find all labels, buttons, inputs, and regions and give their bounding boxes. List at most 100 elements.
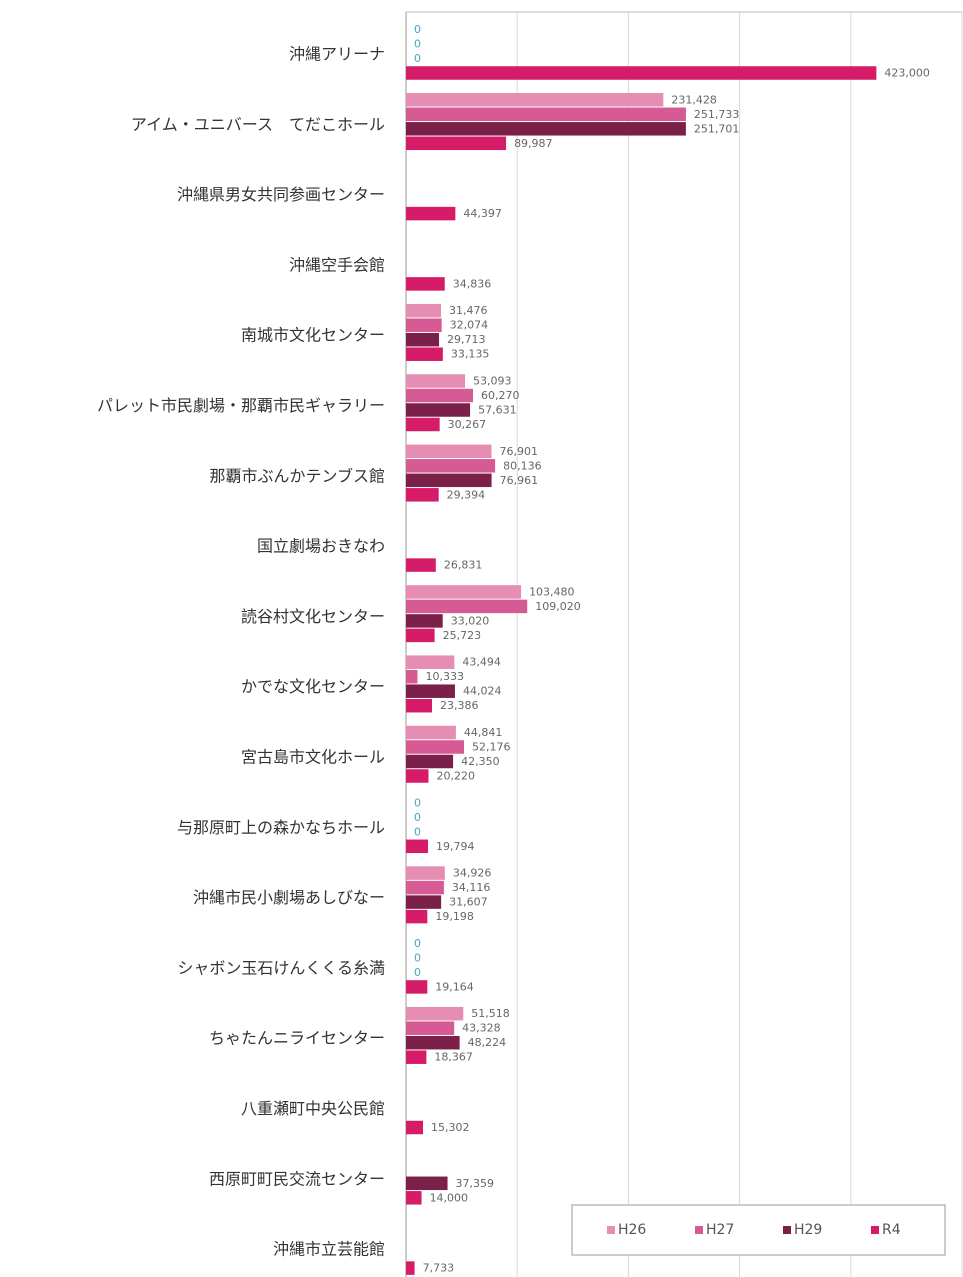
value-label: 44,024 [463, 685, 502, 698]
bar [406, 684, 455, 698]
legend-box [571, 1204, 946, 1256]
bar [406, 332, 440, 347]
category-label: 沖縄アリーナ [289, 45, 385, 64]
value-label: 423,000 [884, 67, 930, 80]
value-label: 10,333 [425, 670, 464, 683]
bar [406, 866, 445, 880]
value-label: 43,328 [462, 1022, 501, 1035]
value-label: 32,074 [450, 319, 489, 332]
category-label: 八重瀬町中央公民館 [241, 1099, 385, 1118]
value-label: 52,176 [472, 741, 511, 754]
value-label: 25,723 [443, 629, 482, 642]
bar [406, 880, 444, 895]
value-label: 37,359 [456, 1177, 495, 1190]
value-label: 20,220 [436, 770, 475, 783]
value-label: 0 [414, 38, 421, 51]
bar [406, 488, 439, 502]
value-label: 231,428 [671, 93, 717, 106]
value-label: 34,926 [453, 867, 492, 880]
value-label: 53,093 [473, 375, 512, 388]
value-label: 76,901 [500, 445, 539, 458]
bar [406, 1191, 422, 1205]
value-label: 42,350 [461, 755, 500, 768]
bar [406, 725, 456, 740]
value-label: 7,733 [423, 1262, 455, 1275]
legend-swatch [871, 1226, 879, 1234]
bar [406, 136, 507, 151]
bar [406, 1021, 455, 1035]
bar [406, 628, 435, 643]
bar [406, 303, 442, 318]
bar [406, 909, 428, 924]
value-label: 0 [414, 825, 421, 838]
legend-label: H26 [618, 1222, 646, 1238]
value-label: 57,631 [478, 404, 517, 417]
value-label: 103,480 [529, 585, 575, 598]
bar [406, 698, 433, 713]
category-label: 沖縄空手会館 [289, 255, 385, 274]
value-label: 251,733 [694, 108, 740, 121]
bar [406, 107, 686, 122]
value-label: 29,713 [447, 333, 486, 346]
value-label: 19,164 [435, 980, 474, 993]
category-label: パレット市民劇場・那覇市民ギャラリー [97, 396, 385, 415]
value-label: 251,701 [694, 122, 740, 135]
category-label: 沖縄市立芸能館 [273, 1240, 385, 1259]
value-label: 44,397 [463, 207, 502, 220]
category-label: 西原町町民交流センター [209, 1169, 385, 1188]
bar [406, 347, 443, 361]
bar [406, 388, 474, 403]
bar [406, 318, 442, 332]
category-label: 国立劇場おきなわ [257, 537, 385, 556]
value-label: 14,000 [430, 1191, 469, 1204]
category-label: 沖縄県男女共同参画センター [177, 185, 385, 204]
bar [406, 473, 492, 488]
value-label: 0 [414, 796, 421, 809]
legend-label: H29 [794, 1222, 822, 1238]
value-label: 0 [414, 23, 421, 36]
value-label: 31,476 [449, 304, 488, 317]
category-label: 宮古島市文化ホール [241, 748, 385, 767]
value-label: 0 [414, 811, 421, 824]
category-label: 読谷村文化センター [241, 607, 385, 626]
bar [406, 277, 445, 291]
value-label: 48,224 [468, 1036, 507, 1049]
value-label: 26,831 [444, 559, 483, 572]
bar [406, 585, 522, 599]
bar [406, 599, 528, 614]
bar [406, 655, 455, 669]
value-label: 30,267 [448, 418, 487, 431]
value-label: 33,020 [451, 614, 490, 627]
category-label: かでな文化センター [241, 677, 385, 696]
bar [406, 839, 429, 854]
category-label: ちゃたんニライセンター [209, 1029, 385, 1048]
value-label: 23,386 [440, 699, 479, 712]
value-label: 0 [414, 937, 421, 950]
value-label: 0 [414, 951, 421, 964]
value-label: 51,518 [471, 1007, 510, 1020]
bar [406, 740, 465, 754]
bar [406, 122, 686, 136]
bar [406, 1261, 415, 1275]
value-label: 19,198 [435, 910, 474, 923]
category-label: アイム・ユニバース てだこホール [131, 115, 385, 134]
value-label: 18,367 [434, 1051, 473, 1064]
value-label: 80,136 [503, 459, 541, 472]
value-label: 34,116 [452, 881, 491, 894]
bar [406, 1050, 427, 1064]
value-label: 0 [414, 966, 421, 979]
legend-swatch [607, 1226, 615, 1234]
category-label: 与那原町上の森かなちホール [177, 818, 385, 837]
bar [406, 1176, 448, 1191]
value-label: 19,794 [436, 840, 475, 853]
category-label: シャボン玉石けんくくる糸満 [177, 958, 385, 977]
bar [406, 1006, 464, 1021]
value-label: 29,394 [447, 488, 486, 501]
bar [406, 459, 496, 473]
value-label: 109,020 [535, 600, 581, 613]
value-label: 33,135 [451, 348, 490, 361]
bar [406, 895, 442, 909]
bar [406, 769, 429, 783]
value-label: 43,494 [462, 656, 501, 669]
